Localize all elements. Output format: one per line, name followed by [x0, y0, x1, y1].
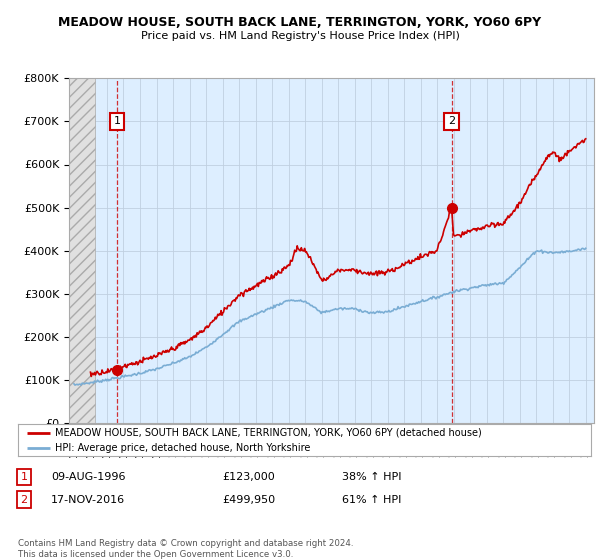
- Text: Contains HM Land Registry data © Crown copyright and database right 2024.
This d: Contains HM Land Registry data © Crown c…: [18, 539, 353, 559]
- Text: 38% ↑ HPI: 38% ↑ HPI: [342, 472, 401, 482]
- Text: 1: 1: [113, 116, 121, 127]
- Bar: [69, 78, 95, 423]
- Text: £123,000: £123,000: [222, 472, 275, 482]
- Text: 61% ↑ HPI: 61% ↑ HPI: [342, 494, 401, 505]
- Text: 09-AUG-1996: 09-AUG-1996: [51, 472, 125, 482]
- Text: Price paid vs. HM Land Registry's House Price Index (HPI): Price paid vs. HM Land Registry's House …: [140, 31, 460, 41]
- Text: £499,950: £499,950: [222, 494, 275, 505]
- Text: 2: 2: [448, 116, 455, 127]
- Text: 2: 2: [20, 494, 28, 505]
- Text: MEADOW HOUSE, SOUTH BACK LANE, TERRINGTON, YORK, YO60 6PY: MEADOW HOUSE, SOUTH BACK LANE, TERRINGTO…: [58, 16, 542, 29]
- Text: 17-NOV-2016: 17-NOV-2016: [51, 494, 125, 505]
- Text: HPI: Average price, detached house, North Yorkshire: HPI: Average price, detached house, Nort…: [55, 442, 311, 452]
- Text: MEADOW HOUSE, SOUTH BACK LANE, TERRINGTON, YORK, YO60 6PY (detached house): MEADOW HOUSE, SOUTH BACK LANE, TERRINGTO…: [55, 428, 482, 438]
- Text: 1: 1: [20, 472, 28, 482]
